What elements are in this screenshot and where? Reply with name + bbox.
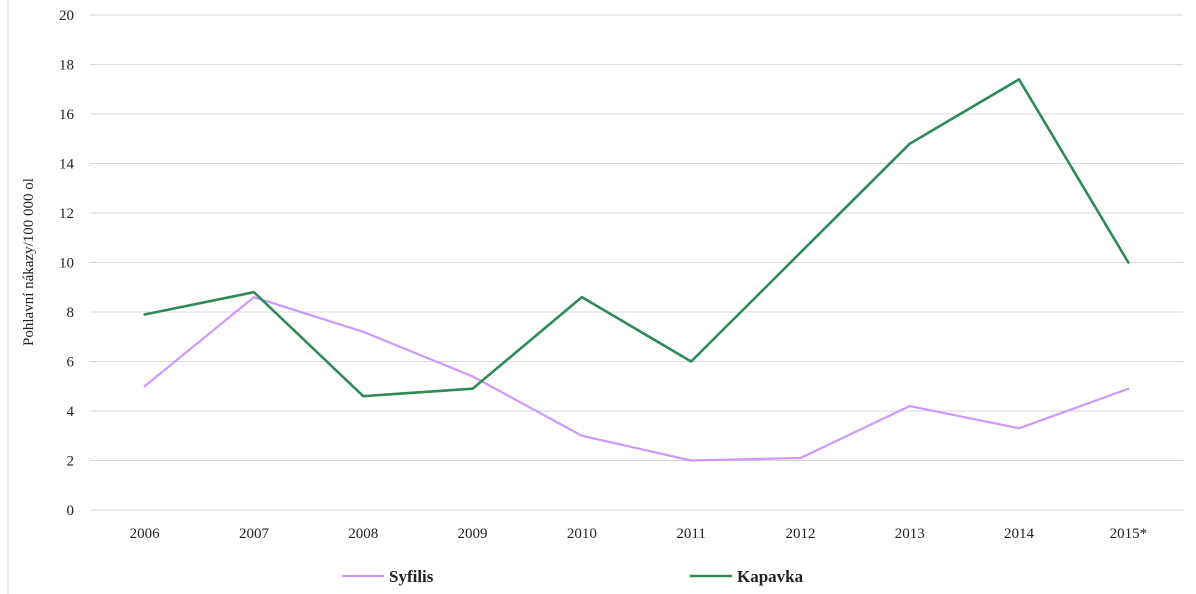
x-tick-label: 2012 bbox=[785, 526, 815, 542]
y-tick-label: 12 bbox=[59, 206, 74, 222]
y-tick-label: 4 bbox=[67, 404, 75, 420]
legend-label-syfilis: Syfilis bbox=[389, 567, 434, 586]
x-tick-label: 2015* bbox=[1110, 526, 1148, 542]
y-tick-label: 8 bbox=[67, 305, 75, 321]
x-tick-label: 2011 bbox=[676, 526, 705, 542]
y-tick-label: 18 bbox=[59, 58, 74, 74]
y-tick-label: 6 bbox=[67, 355, 75, 371]
y-tick-label: 10 bbox=[59, 256, 74, 272]
x-tick-label: 2006 bbox=[130, 526, 161, 542]
y-tick-label: 0 bbox=[67, 503, 75, 519]
y-axis-title: Pohlavní nákazy/100 000 ol bbox=[21, 178, 37, 346]
x-tick-label: 2014 bbox=[1004, 526, 1035, 542]
x-tick-label: 2013 bbox=[895, 526, 925, 542]
x-tick-label: 2010 bbox=[567, 526, 597, 542]
y-tick-label: 2 bbox=[67, 454, 75, 470]
series-lines bbox=[143, 78, 1130, 462]
series-line-kapavka bbox=[143, 78, 1130, 398]
series-line-syfilis bbox=[143, 296, 1130, 462]
legend-label-kapavka: Kapavka bbox=[737, 567, 804, 586]
y-tick-label: 20 bbox=[59, 8, 74, 24]
y-axis-ticks: 0 2 4 6 8 10 12 14 16 18 20 bbox=[59, 8, 75, 519]
y-tick-label: 16 bbox=[59, 107, 75, 123]
gridlines bbox=[90, 14, 1183, 511]
x-tick-label: 2008 bbox=[348, 526, 378, 542]
y-tick-label: 14 bbox=[59, 157, 75, 173]
x-tick-label: 2009 bbox=[458, 526, 488, 542]
x-axis-ticks: 2006 2007 2008 2009 2010 2011 2012 2013 2014 2015… bbox=[130, 526, 1147, 542]
legend: Syfilis Kapavka bbox=[342, 567, 804, 586]
x-tick-label: 2007 bbox=[239, 526, 270, 542]
